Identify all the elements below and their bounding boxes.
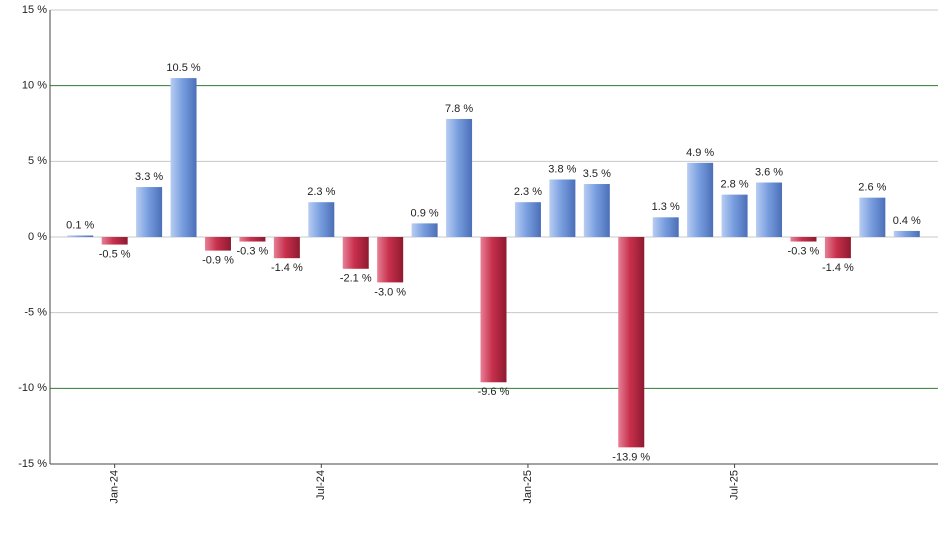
bar xyxy=(170,78,197,237)
y-tick-label: 15 % xyxy=(22,4,47,16)
bar xyxy=(204,237,231,251)
x-tick-label: Jul-24 xyxy=(315,470,327,500)
value-label: -0.9 % xyxy=(202,255,234,267)
bar xyxy=(790,237,817,242)
value-label: 0.9 % xyxy=(411,207,439,219)
bar xyxy=(239,237,266,242)
bar xyxy=(446,118,473,237)
value-label: 3.6 % xyxy=(755,166,783,178)
bar xyxy=(824,237,851,259)
bar xyxy=(583,184,610,237)
value-label: -9.6 % xyxy=(478,386,510,398)
bar xyxy=(549,179,576,237)
bar xyxy=(308,202,335,237)
bar xyxy=(687,162,714,237)
value-label: 0.1 % xyxy=(66,219,94,231)
value-label: 3.3 % xyxy=(135,171,163,183)
y-tick-label: -15 % xyxy=(18,458,47,470)
value-label: 10.5 % xyxy=(166,62,200,74)
value-label: -1.4 % xyxy=(822,262,854,274)
value-label: 2.8 % xyxy=(721,179,749,191)
bar xyxy=(480,237,507,383)
bar xyxy=(411,223,438,237)
value-label: 4.9 % xyxy=(686,147,714,159)
value-label: 1.3 % xyxy=(652,201,680,213)
value-label: -0.3 % xyxy=(788,245,820,257)
bar xyxy=(514,202,541,237)
value-label: -1.4 % xyxy=(271,262,303,274)
bar xyxy=(136,187,163,237)
y-tick-label: 5 % xyxy=(28,155,47,167)
value-label: 3.5 % xyxy=(583,168,611,180)
value-label: 0.4 % xyxy=(893,215,921,227)
value-label: -2.1 % xyxy=(340,273,372,285)
value-label: 2.3 % xyxy=(307,186,335,198)
value-label: 3.8 % xyxy=(548,163,576,175)
y-tick-label: -10 % xyxy=(18,382,47,394)
value-label: 2.3 % xyxy=(514,186,542,198)
value-label: -3.0 % xyxy=(374,286,406,298)
y-tick-label: 10 % xyxy=(22,80,47,92)
bar xyxy=(893,230,920,237)
bar xyxy=(859,197,886,237)
bar xyxy=(101,237,128,245)
value-label: -0.3 % xyxy=(237,245,269,257)
bar xyxy=(652,217,679,237)
bar xyxy=(273,237,300,259)
value-label: 2.6 % xyxy=(858,182,886,194)
x-tick-label: Jan-24 xyxy=(109,470,121,504)
y-tick-label: -5 % xyxy=(24,307,47,319)
bar xyxy=(618,237,645,448)
value-label: -13.9 % xyxy=(612,451,650,463)
bar xyxy=(67,235,94,237)
bar xyxy=(377,237,404,283)
x-tick-label: Jan-25 xyxy=(522,470,534,504)
value-label: -0.5 % xyxy=(99,248,131,260)
value-label: 7.8 % xyxy=(445,103,473,115)
bar xyxy=(342,237,369,269)
y-tick-label: 0 % xyxy=(28,231,47,243)
bar xyxy=(756,182,783,237)
bar xyxy=(721,194,748,237)
x-tick-label: Jul-25 xyxy=(728,470,740,500)
